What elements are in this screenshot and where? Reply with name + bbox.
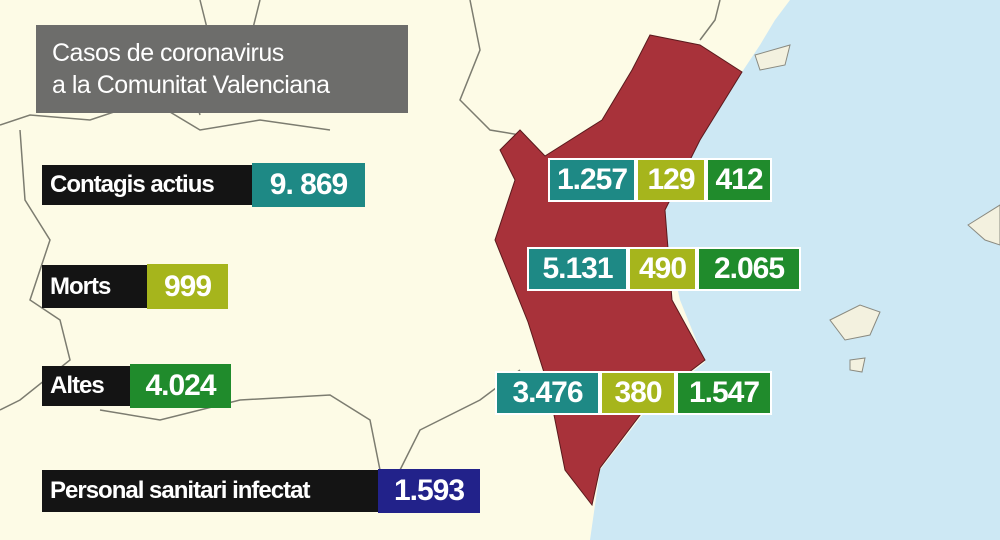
province-recovered: 1.547 (676, 371, 772, 415)
province-active: 5.131 (527, 247, 628, 291)
island (849, 357, 866, 373)
summary-value: 1.593 (378, 469, 480, 513)
summary-label: Personal sanitari infectat (42, 470, 378, 512)
coast-land (754, 44, 791, 71)
province-deaths: 129 (636, 158, 706, 202)
title-line: a la Comunitat Valenciana (52, 71, 330, 99)
island (967, 204, 1000, 246)
title-line: Casos de coronavirus (52, 39, 284, 67)
province-active: 3.476 (495, 371, 600, 415)
province-recovered: 412 (706, 158, 772, 202)
province-recovered: 2.065 (697, 247, 801, 291)
summary-value: 999 (147, 264, 228, 309)
summary-label: Contagis actius (42, 165, 252, 205)
title-box: Casos de coronavirus a la Comunitat Vale… (36, 25, 408, 113)
summary-value: 9. 869 (252, 163, 365, 207)
province-deaths: 380 (600, 371, 676, 415)
island (829, 304, 881, 341)
summary-value: 4.024 (130, 364, 231, 408)
province-active: 1.257 (548, 158, 636, 202)
summary-label: Altes (42, 366, 130, 406)
province-deaths: 490 (628, 247, 697, 291)
summary-label: Morts (42, 265, 147, 308)
